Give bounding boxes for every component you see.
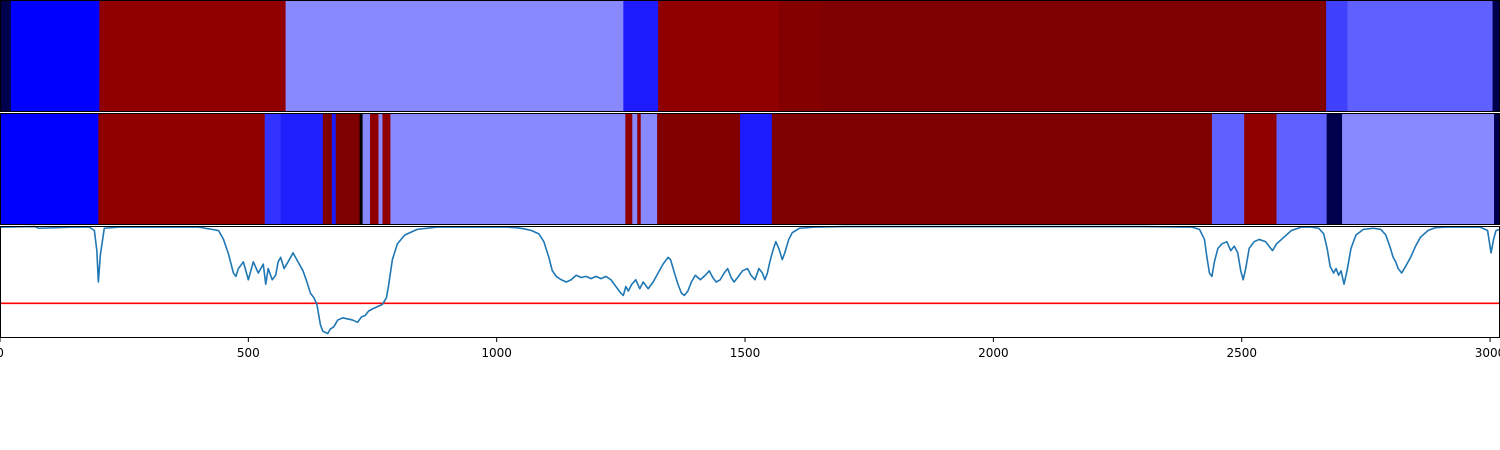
x-tick-label-0: 0	[0, 346, 4, 360]
series-line	[0, 225, 1500, 335]
heatmap-segment-0-6	[778, 0, 823, 112]
heatmap-segment-0-2	[99, 0, 287, 112]
heatmap-segment-0-5	[658, 0, 780, 112]
heatmap-segment-1-15	[637, 113, 642, 225]
heatmap-segment-1-11	[382, 113, 391, 225]
heatmap-segment-0-10	[1492, 0, 1500, 112]
heatmap-segment-1-7	[359, 113, 364, 225]
x-axis: 0 500 1000 1500 2000 2500 3000	[0, 338, 1500, 360]
heatmap-segment-0-4	[623, 0, 659, 112]
x-tick-label-3: 1500	[730, 346, 761, 360]
x-tick-label-5: 2500	[1226, 346, 1257, 360]
heatmap-segment-0-0	[0, 0, 12, 112]
heatmap-segment-1-3	[280, 113, 324, 225]
heatmap-segment-1-24	[1342, 113, 1495, 225]
heatmap-segment-0-1	[10, 0, 100, 112]
heatmap-segment-1-22	[1276, 113, 1328, 225]
line-panel	[0, 225, 1500, 338]
heatmap-segment-1-0	[0, 113, 99, 225]
heatmap-segment-0-9	[1347, 0, 1494, 112]
heatmap-segment-0-3	[285, 0, 624, 112]
heatmap-segment-1-20	[1211, 113, 1245, 225]
heatmap-segment-1-19	[771, 113, 1213, 225]
heatmap-segment-1-14	[632, 113, 638, 225]
heatmap-segment-1-1	[98, 113, 266, 225]
x-tick-label-4: 2000	[978, 346, 1009, 360]
heatmap-segment-1-6	[335, 113, 361, 225]
heatmap-segment-1-23	[1326, 113, 1343, 225]
heatmap-segment-1-13	[625, 113, 633, 225]
heatmap-segment-0-8	[1326, 0, 1349, 112]
heatmap-segment-1-21	[1244, 113, 1277, 225]
heatmap-segment-1-8	[362, 113, 371, 225]
heatmap-segment-1-9	[370, 113, 379, 225]
heatmap-segment-0-7	[822, 0, 1327, 112]
heatmap-segment-1-25	[1494, 113, 1500, 225]
heatmap-segment-1-17	[657, 113, 741, 225]
heatmap-row-top	[0, 0, 1500, 112]
heatmap-row-middle	[0, 113, 1500, 225]
x-tick-label-2: 1000	[481, 346, 512, 360]
heatmap-segment-1-5	[331, 113, 337, 225]
heatmap-segment-1-16	[640, 113, 658, 225]
line-panel-background	[0, 226, 1500, 338]
heatmap-segment-1-2	[264, 113, 282, 225]
x-tick-label-1: 500	[237, 346, 260, 360]
heatmap-segment-1-4	[322, 113, 333, 225]
x-tick-label-6: 3000	[1475, 346, 1500, 360]
heatmap-segment-1-12	[390, 113, 626, 225]
heatmap-segment-1-18	[740, 113, 773, 225]
heatmap-segment-1-10	[378, 113, 383, 225]
